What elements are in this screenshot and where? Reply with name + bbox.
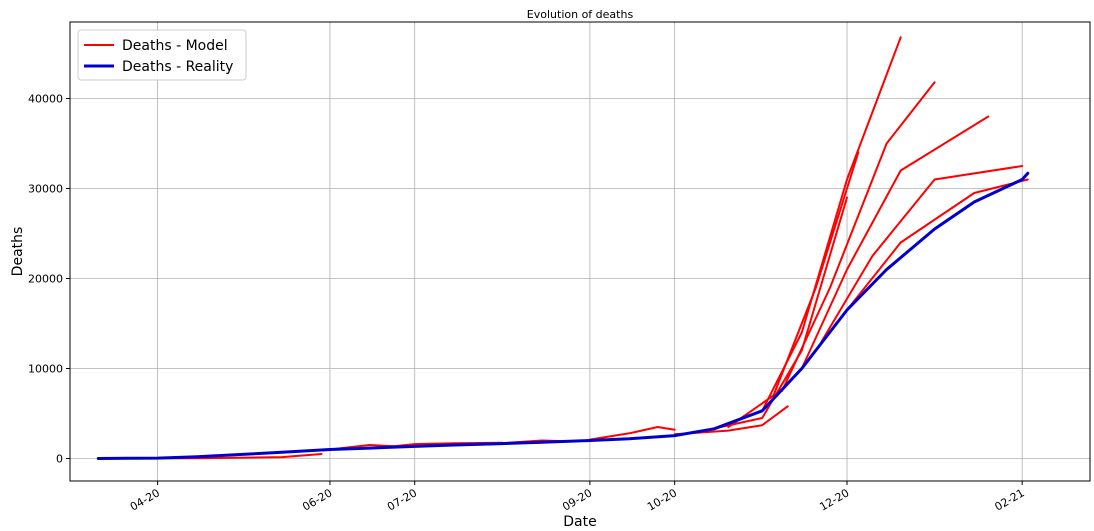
legend-box — [77, 29, 247, 81]
y-axis-label: Deaths — [10, 227, 26, 277]
legend-label-reality: Deaths - Reality — [122, 59, 233, 75]
model-run-line — [588, 426, 676, 441]
series-layer — [96, 36, 1030, 460]
model-run-line — [846, 178, 1029, 311]
model-run-line — [727, 151, 860, 428]
y-tick-label: 10000 — [28, 363, 63, 376]
chart-title: Evolution of deaths — [527, 8, 634, 21]
model-run-line — [820, 165, 1024, 343]
model-run-line — [761, 36, 902, 412]
model-run-line — [781, 81, 936, 392]
y-tick-label: 20000 — [28, 273, 63, 286]
legend: Deaths - Model Deaths - Reality — [77, 29, 247, 81]
x-axis-label: Date — [563, 514, 596, 530]
y-tick-label: 30000 — [28, 183, 63, 196]
model-run-line — [800, 115, 990, 370]
legend-label-model: Deaths - Model — [122, 38, 228, 54]
plot-frame — [69, 21, 1091, 482]
reality-line — [96, 171, 1030, 460]
y-tick-label: 40000 — [28, 93, 63, 106]
y-tick-label: 0 — [56, 453, 63, 466]
